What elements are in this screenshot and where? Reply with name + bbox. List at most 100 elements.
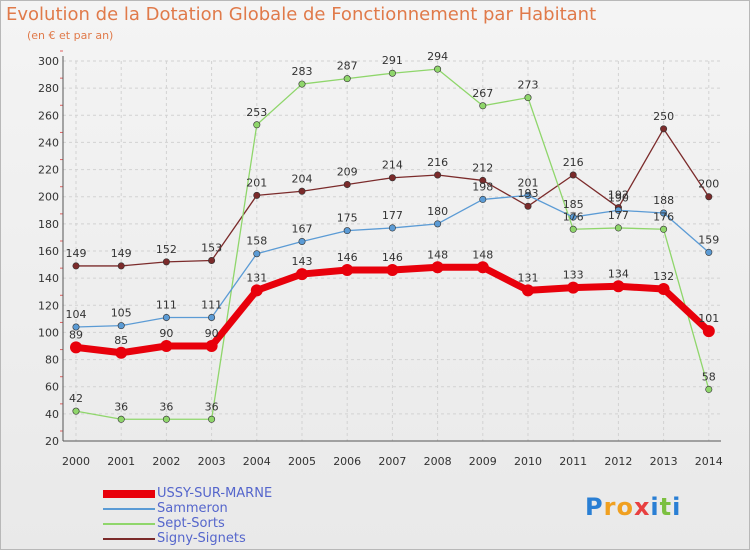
data-point <box>162 258 170 266</box>
logo-letter: t <box>659 493 673 521</box>
data-point <box>253 250 261 258</box>
data-point <box>476 261 489 274</box>
data-label: 133 <box>563 269 584 282</box>
data-point <box>612 280 625 293</box>
data-point <box>524 202 532 210</box>
data-label: 176 <box>563 210 584 223</box>
data-label: 134 <box>608 267 629 280</box>
data-label: 152 <box>156 243 177 256</box>
data-label: 175 <box>337 212 358 225</box>
data-label: 143 <box>292 255 313 268</box>
data-label: 204 <box>292 172 313 185</box>
data-point <box>660 209 668 217</box>
logo-letter: P <box>585 493 604 521</box>
chart-subtitle: (en € et par an) <box>27 29 114 42</box>
proxiti-logo: Proxiti <box>585 493 681 521</box>
data-label: 192 <box>608 189 629 202</box>
data-point <box>705 248 713 256</box>
data-point <box>117 262 125 270</box>
legend-swatch <box>103 522 155 525</box>
data-label: 214 <box>382 159 403 172</box>
data-point <box>614 224 622 232</box>
x-tick-label: 2014 <box>695 455 723 468</box>
logo-letter: i <box>672 493 682 521</box>
data-label: 148 <box>427 248 448 261</box>
data-point <box>434 65 442 73</box>
data-label: 89 <box>69 328 83 341</box>
data-point <box>72 407 80 415</box>
data-point <box>70 341 82 354</box>
data-label: 294 <box>427 50 448 63</box>
data-label: 131 <box>518 271 539 284</box>
y-tick-label: 100 <box>38 326 59 339</box>
data-label: 159 <box>698 233 719 246</box>
data-point <box>386 264 399 276</box>
y-tick-label: 40 <box>45 408 59 421</box>
x-tick-label: 2006 <box>333 455 361 468</box>
data-label: 42 <box>69 392 83 405</box>
data-label: 177 <box>608 209 629 222</box>
legend-swatch <box>103 507 155 510</box>
data-point <box>567 281 580 294</box>
data-label: 149 <box>111 247 132 260</box>
logo-letter: x <box>633 493 651 521</box>
data-point <box>296 268 308 281</box>
legend-item: Signy-Signets <box>103 531 272 546</box>
data-label: 177 <box>382 209 403 222</box>
legend-label: Signy-Signets <box>157 531 246 546</box>
data-point <box>298 238 306 246</box>
data-point <box>117 322 125 330</box>
x-tick-label: 2010 <box>514 455 542 468</box>
data-point <box>657 283 670 295</box>
data-point <box>569 171 577 179</box>
data-point <box>343 181 351 189</box>
logo-letter: i <box>650 493 660 521</box>
x-tick-label: 2011 <box>559 455 587 468</box>
y-tick-label: 20 <box>45 435 59 448</box>
legend: USSY-SUR-MARNE Sammeron Sept-Sorts Signy-Si… <box>103 486 272 546</box>
legend-item: Sept-Sorts <box>103 516 272 531</box>
data-label: 209 <box>337 166 358 179</box>
data-label: 36 <box>205 400 219 413</box>
data-label: 201 <box>518 176 539 189</box>
data-point <box>388 174 396 182</box>
data-point <box>253 121 261 129</box>
data-point <box>208 256 216 264</box>
data-point <box>115 346 128 359</box>
data-label: 58 <box>702 370 716 383</box>
data-point <box>431 261 444 274</box>
data-point <box>569 225 577 233</box>
data-label: 153 <box>201 242 222 255</box>
y-tick-label: 140 <box>38 272 59 285</box>
y-tick-label: 60 <box>45 381 59 394</box>
data-label: 250 <box>653 110 674 123</box>
data-label: 36 <box>114 400 128 413</box>
data-point <box>160 340 173 352</box>
data-point <box>208 415 216 423</box>
data-label: 158 <box>246 235 267 248</box>
data-point <box>479 176 487 184</box>
legend-item: USSY-SUR-MARNE <box>103 486 272 501</box>
data-point <box>343 227 351 235</box>
data-label: 180 <box>427 205 448 218</box>
data-point <box>298 80 306 88</box>
x-tick-label: 2008 <box>424 455 452 468</box>
data-label: 111 <box>201 299 222 312</box>
legend-swatch <box>103 489 155 498</box>
y-tick-label: 160 <box>38 245 59 258</box>
data-label: 149 <box>66 247 87 260</box>
data-point <box>702 325 715 338</box>
data-point <box>660 125 668 133</box>
y-tick-label: 260 <box>38 109 59 122</box>
data-label: 283 <box>292 65 313 78</box>
data-label: 291 <box>382 54 403 67</box>
data-point <box>660 225 668 233</box>
data-label: 216 <box>427 156 448 169</box>
y-tick-label: 280 <box>38 82 59 95</box>
y-tick-label: 200 <box>38 191 59 204</box>
x-tick-label: 2009 <box>469 455 497 468</box>
data-label: 131 <box>246 271 267 284</box>
chart-title: Evolution de la Dotation Globale de Fonc… <box>6 4 597 25</box>
x-tick-label: 2013 <box>650 455 678 468</box>
